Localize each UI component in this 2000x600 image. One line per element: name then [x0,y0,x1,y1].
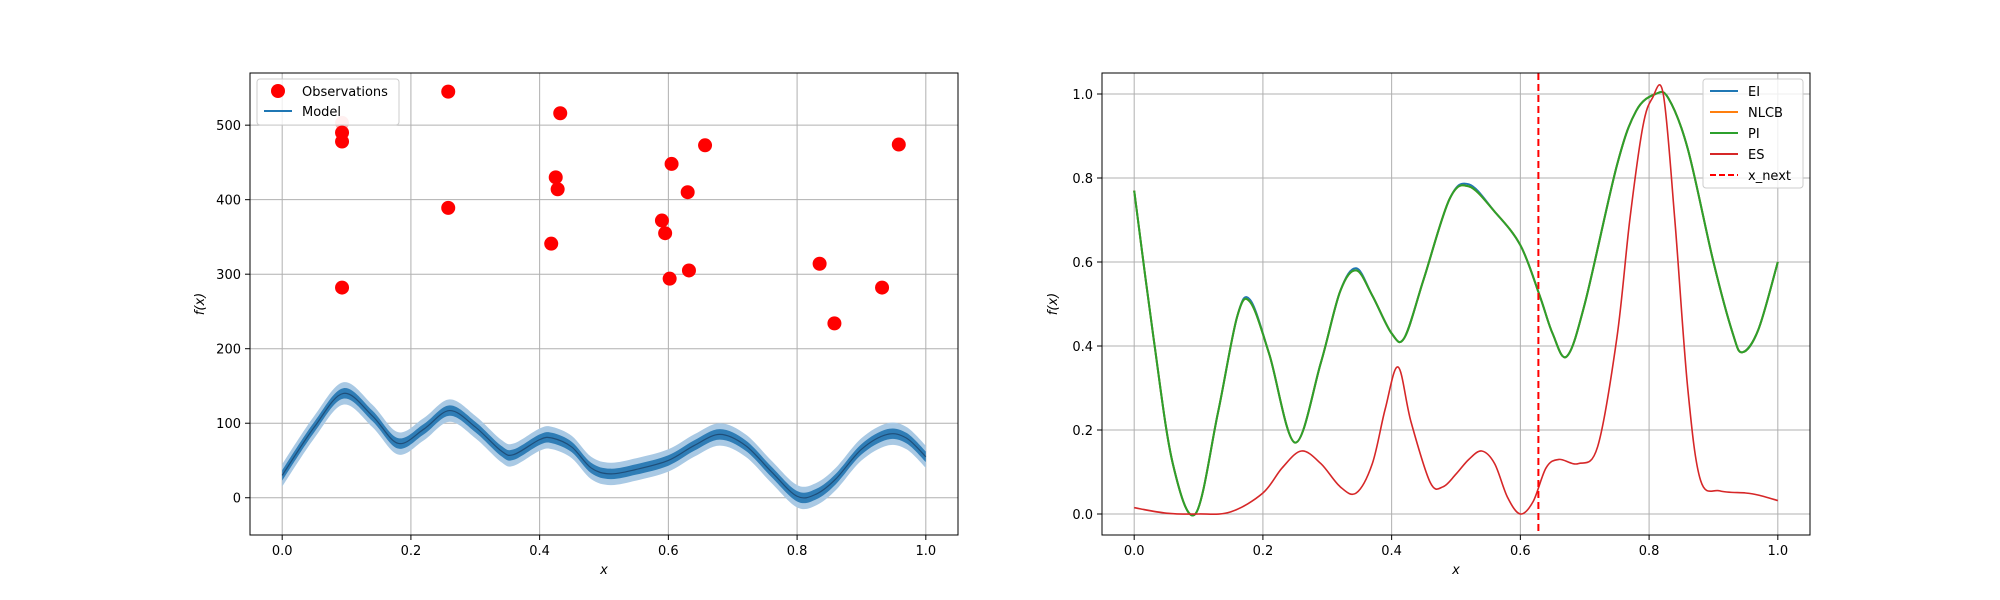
right-x-tick-label: 0.2 [1253,544,1274,559]
observation-point [548,170,563,185]
left-y-tick-label: 100 [216,417,241,432]
observation-point [827,316,842,331]
observation-point [662,271,677,286]
observation-point [544,236,559,251]
left-axes-frame [249,72,959,536]
right-legend: EI NLCB PI ES x_next [1702,78,1804,189]
right-x-tick-label: 1.0 [1767,544,1788,559]
right-y-tick-label: 0.0 [1072,508,1093,523]
left-x-tick-label: 0.6 [658,544,679,559]
observation-point [698,138,713,153]
legend-label-ei: EI [1748,85,1760,100]
series-line-pi [1133,90,1779,517]
observation-point [681,263,696,278]
left-y-tick-label: 300 [216,268,241,283]
model-inner-confidence-band [282,388,926,504]
left-x-tick-label: 0.2 [401,544,422,559]
observation-point [658,226,673,241]
series-line-es [1134,84,1779,515]
legend-label-x-next: x_next [1748,169,1791,184]
observation-point [875,280,890,295]
right-y-axis-label: f(x) [1046,293,1061,315]
observation-point [812,256,827,271]
observation-point [891,137,906,152]
left-y-tick-label: 400 [216,194,241,209]
left-y-axis-label: f(x) [193,293,208,315]
observation-point [654,213,669,228]
left-x-axis-label: x [599,563,608,578]
acquisition-lines [1133,84,1779,517]
left-ticks: 0.0 0.2 0.4 0.6 0.8 1.0 0 100 200 300 400 500 [216,119,936,559]
right-y-tick-label: 1.0 [1072,88,1093,103]
right-x-tick-label: 0.0 [1124,544,1145,559]
observation-point [680,185,695,200]
legend-label-model: Model [302,105,341,120]
left-x-tick-label: 0.0 [272,544,293,559]
observation-point [335,134,350,149]
right-y-tick-label: 0.6 [1072,256,1093,271]
left-x-tick-label: 0.4 [529,544,550,559]
left-x-tick-label: 1.0 [915,544,936,559]
right-y-tick-label: 0.2 [1072,424,1093,439]
observation-point [441,84,456,99]
observation-point [550,182,565,197]
right-x-tick-label: 0.8 [1639,544,1660,559]
legend-label-es: ES [1748,148,1764,163]
left-y-tick-label: 200 [216,343,241,358]
left-y-tick-label: 500 [216,119,241,134]
right-ticks: 0.0 0.2 0.4 0.6 0.8 1.0 0.0 0.2 0.4 0.6 0.8 1.0 [1072,88,1788,559]
observation-point [553,106,568,121]
legend-label-observations: Observations [302,85,388,100]
right-y-tick-label: 0.8 [1072,172,1093,187]
legend-marker-observations [271,84,285,98]
observation-point [664,156,679,171]
model-mean-line [281,392,927,499]
right-axes-frame [1101,72,1811,536]
right-x-axis-label: x [1451,563,1460,578]
left-grid [250,73,958,535]
right-x-tick-label: 0.6 [1510,544,1531,559]
observation-point [335,280,350,295]
legend-label-pi: PI [1748,127,1760,142]
left-y-tick-label: 0 [233,492,241,507]
observation-point [441,200,456,215]
left-legend: Observations Model [256,78,400,126]
right-grid [1102,73,1810,535]
left-legend-box [256,78,400,126]
left-chart: 0.0 0.2 0.4 0.6 0.8 1.0 0 100 200 300 400 500 x f(x… [193,72,959,578]
right-chart: 0.0 0.2 0.4 0.6 0.8 1.0 0.0 0.2 0.4 0.6 0.8 1.0 x f… [1046,72,1811,578]
left-x-tick-label: 0.8 [787,544,808,559]
right-legend-box [1702,78,1804,189]
right-y-tick-label: 0.4 [1072,340,1093,355]
right-x-tick-label: 0.4 [1381,544,1402,559]
legend-label-nlcb: NLCB [1748,106,1783,121]
